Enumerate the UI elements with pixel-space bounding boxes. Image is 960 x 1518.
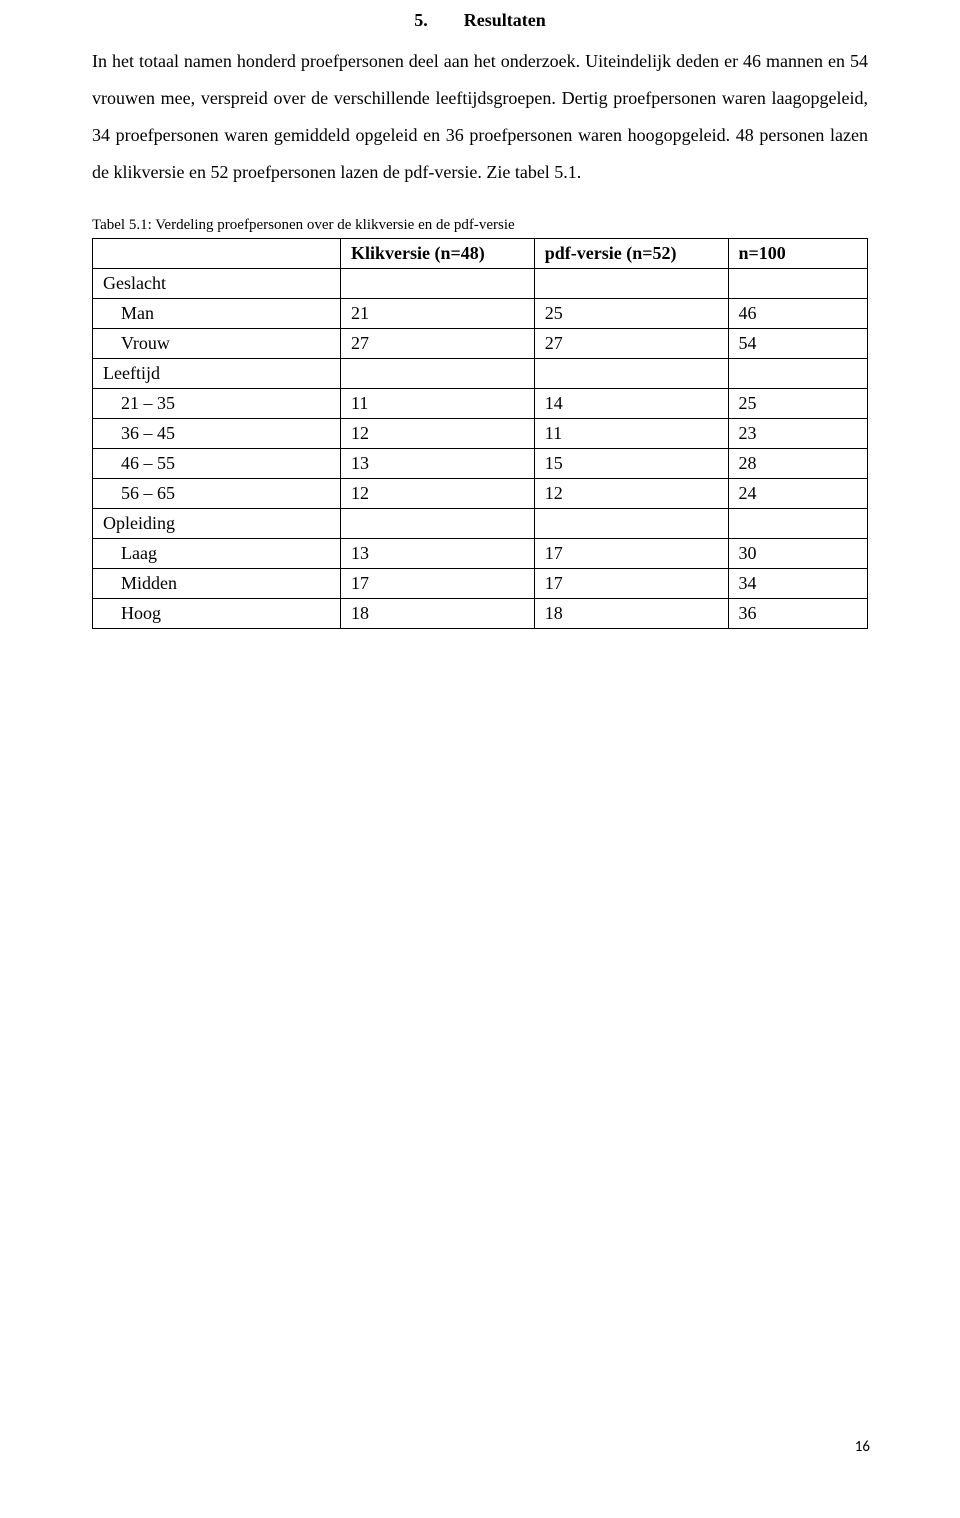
table-header-empty	[93, 238, 341, 268]
table-cell: 14	[534, 388, 728, 418]
table-row-label: Vrouw	[93, 328, 341, 358]
table-cell: 27	[534, 328, 728, 358]
table-cell: 36	[728, 598, 868, 628]
distribution-table: Klikversie (n=48) pdf-versie (n=52) n=10…	[92, 238, 868, 629]
table-cell: 28	[728, 448, 868, 478]
table-cell: 23	[728, 418, 868, 448]
table-cell: 11	[534, 418, 728, 448]
table-cell: 12	[341, 478, 535, 508]
table-header-col-1: Klikversie (n=48)	[341, 238, 535, 268]
table-row: Man212546	[93, 298, 868, 328]
table-header-col-2: pdf-versie (n=52)	[534, 238, 728, 268]
table-cell: 17	[534, 568, 728, 598]
table-cell: 54	[728, 328, 868, 358]
table-cell: 12	[534, 478, 728, 508]
table-cell: 18	[341, 598, 535, 628]
table-cell: 13	[341, 448, 535, 478]
table-row: 46 – 55131528	[93, 448, 868, 478]
table-row: Hoog181836	[93, 598, 868, 628]
table-cell: 25	[728, 388, 868, 418]
table-cell-empty	[534, 358, 728, 388]
table-cell: 11	[341, 388, 535, 418]
table-header-row: Klikversie (n=48) pdf-versie (n=52) n=10…	[93, 238, 868, 268]
table-row: Midden171734	[93, 568, 868, 598]
table-row: Vrouw272754	[93, 328, 868, 358]
table-cell-empty	[341, 268, 535, 298]
table-cell: 27	[341, 328, 535, 358]
heading-number: 5.	[414, 10, 428, 31]
table-row-label: Man	[93, 298, 341, 328]
table-row-label: Hoog	[93, 598, 341, 628]
table-row: 21 – 35111425	[93, 388, 868, 418]
table-cell: 15	[534, 448, 728, 478]
table-cell: 21	[341, 298, 535, 328]
table-cell-empty	[728, 508, 868, 538]
table-group-row: Opleiding	[93, 508, 868, 538]
table-row-label: Midden	[93, 568, 341, 598]
table-row: 56 – 65121224	[93, 478, 868, 508]
table-cell: 13	[341, 538, 535, 568]
table-cell: 17	[341, 568, 535, 598]
page-number: 16	[855, 1438, 870, 1456]
table-row-label: 46 – 55	[93, 448, 341, 478]
section-heading: 5. Resultaten	[92, 10, 868, 31]
table-group-row: Geslacht	[93, 268, 868, 298]
table-row-label: 36 – 45	[93, 418, 341, 448]
table-cell: 24	[728, 478, 868, 508]
table-cell-empty	[728, 268, 868, 298]
table-cell: 30	[728, 538, 868, 568]
table-row-label: 21 – 35	[93, 388, 341, 418]
page: 5. Resultaten In het totaal namen honder…	[0, 0, 960, 1518]
heading-title: Resultaten	[464, 10, 546, 31]
table-cell-empty	[534, 268, 728, 298]
table-group-label: Geslacht	[93, 268, 341, 298]
table-cell-empty	[728, 358, 868, 388]
table-cell: 12	[341, 418, 535, 448]
table-row-label: 56 – 65	[93, 478, 341, 508]
table-cell: 18	[534, 598, 728, 628]
table-cell: 17	[534, 538, 728, 568]
table-cell-empty	[534, 508, 728, 538]
table-group-row: Leeftijd	[93, 358, 868, 388]
table-header-col-3: n=100	[728, 238, 868, 268]
table-row-label: Laag	[93, 538, 341, 568]
table-cell: 25	[534, 298, 728, 328]
table-row: Laag131730	[93, 538, 868, 568]
table-group-label: Leeftijd	[93, 358, 341, 388]
intro-paragraph: In het totaal namen honderd proefpersone…	[92, 43, 868, 191]
table-cell-empty	[341, 358, 535, 388]
table-cell: 34	[728, 568, 868, 598]
table-group-label: Opleiding	[93, 508, 341, 538]
table-row: 36 – 45121123	[93, 418, 868, 448]
table-cell-empty	[341, 508, 535, 538]
table-cell: 46	[728, 298, 868, 328]
table-caption: Tabel 5.1: Verdeling proefpersonen over …	[92, 217, 868, 234]
